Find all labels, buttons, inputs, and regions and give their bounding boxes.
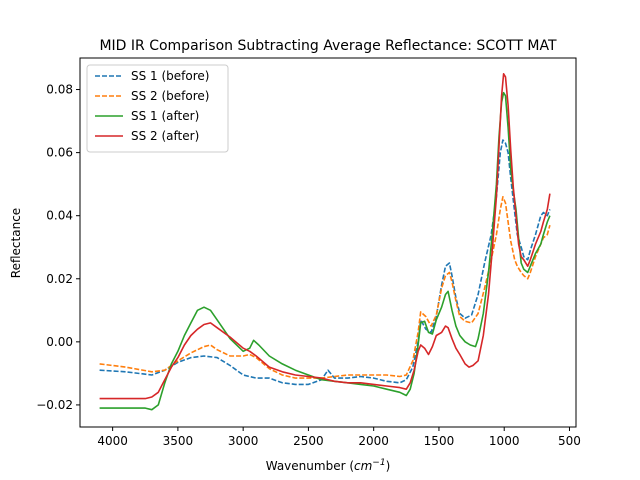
y-tick-label: 0.02 <box>46 272 73 286</box>
legend-entry-3: SS 1 (after) <box>131 109 199 123</box>
x-tick-label: 2000 <box>358 434 389 448</box>
x-axis-label: Wavenumber (cm−1) <box>266 458 391 473</box>
legend-entry-1: SS 1 (before) <box>131 69 209 83</box>
y-tick-label: 0.04 <box>46 209 73 223</box>
x-tick-label: 3500 <box>163 434 194 448</box>
x-axis-ticks: 4000 3500 3000 2500 2000 1500 1000 500 <box>97 427 581 448</box>
x-axis-label-close: ) <box>386 459 391 473</box>
x-tick-label: 1000 <box>489 434 520 448</box>
series-line-4 <box>99 73 551 400</box>
chart-title: MID IR Comparison Subtracting Average Re… <box>99 38 557 54</box>
series-line-3 <box>99 91 551 411</box>
series-line-2 <box>99 196 551 379</box>
y-axis-ticks: −0.02 0.00 0.02 0.04 0.06 0.08 <box>36 83 80 412</box>
series-group <box>99 73 551 411</box>
x-tick-label: 500 <box>558 434 581 448</box>
plot-frame <box>79 57 577 428</box>
x-tick-label: 4000 <box>97 434 128 448</box>
y-tick-label: 0.06 <box>46 146 73 160</box>
legend: SS 1 (before) SS 2 (before) SS 1 (after) SS… <box>86 64 229 153</box>
legend-entry-2: SS 2 (before) <box>131 89 209 103</box>
legend-box <box>86 64 229 153</box>
x-tick-label: 3000 <box>228 434 259 448</box>
y-axis-label: Reflectance <box>9 208 23 278</box>
y-tick-label: −0.02 <box>36 398 73 412</box>
x-tick-label: 2500 <box>293 434 324 448</box>
x-axis-label-main: Wavenumber ( <box>266 459 354 473</box>
y-tick-label: 0.00 <box>46 335 73 349</box>
x-tick-label: 1500 <box>424 434 455 448</box>
x-axis-label-unit: cm <box>354 459 372 473</box>
x-axis-label-exponent: −1 <box>372 458 385 468</box>
legend-entry-4: SS 2 (after) <box>131 129 199 143</box>
y-tick-label: 0.08 <box>46 83 73 97</box>
